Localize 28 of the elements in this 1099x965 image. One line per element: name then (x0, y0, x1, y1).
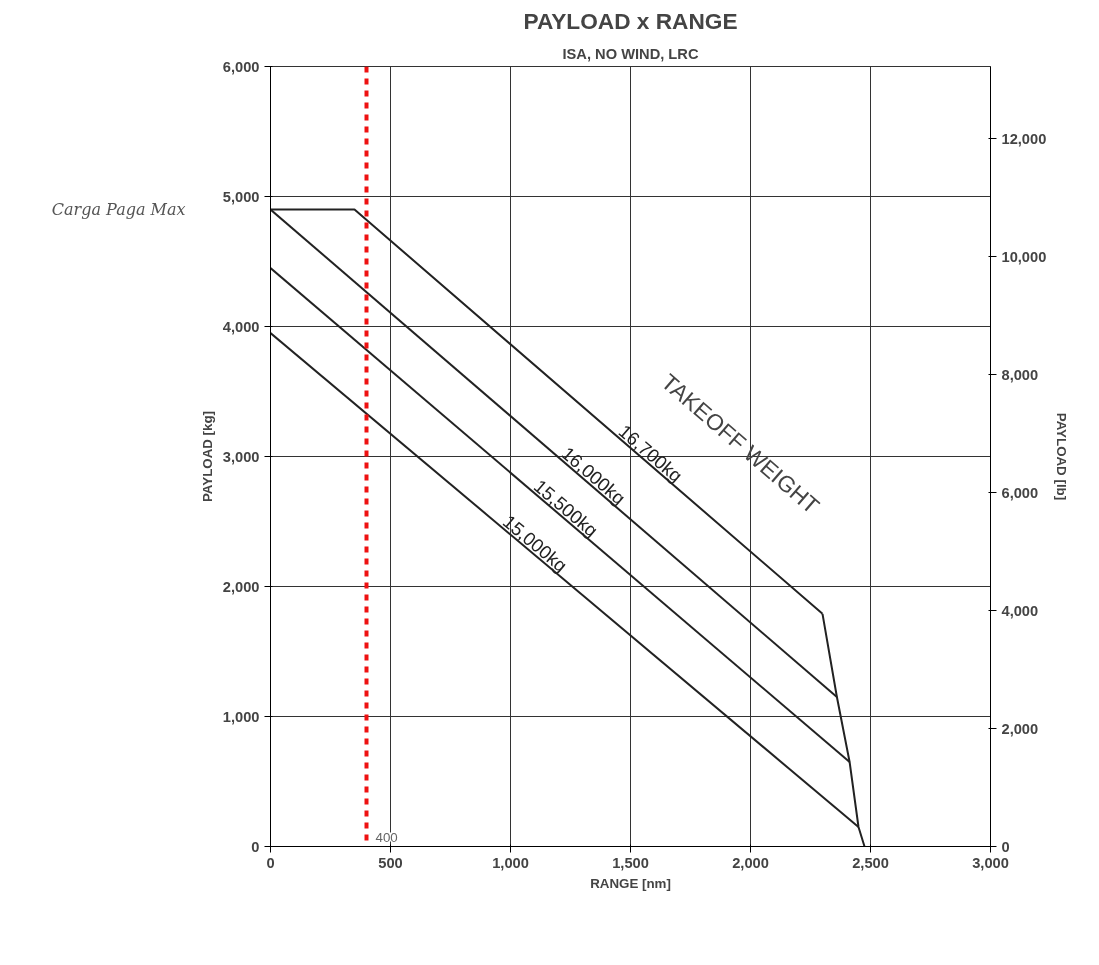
y-tick-label: 2,000 (222, 578, 260, 595)
ref-line-label: 400 (375, 829, 398, 845)
y2-tick-label: 10,000 (1001, 248, 1047, 265)
y-tick-label: 4,000 (222, 318, 260, 335)
x-tick-label: 1,500 (612, 854, 649, 871)
chart-subtitle: ISA, NO WIND, LRC (562, 45, 699, 62)
text: Carga Paga Max (51, 200, 186, 219)
x-tick-label: 2,000 (732, 854, 769, 871)
x-tick-label: 2,500 (852, 854, 889, 871)
x-tick-label: 3,000 (972, 854, 1009, 871)
chart-title: PAYLOAD x RANGE (523, 7, 738, 34)
x-tick-label: 0 (266, 854, 275, 871)
y2-tick-label: 6,000 (1001, 484, 1039, 501)
y2-tick-label: 2,000 (1001, 720, 1039, 737)
y2-tick-label: 12,000 (1001, 130, 1047, 147)
y-tick-label: 0 (251, 838, 260, 855)
y2-tick-label: 8,000 (1001, 366, 1039, 383)
y2-tick-label: 4,000 (1001, 602, 1039, 619)
y-axis-title: PAYLOAD [kg] (199, 410, 215, 503)
y-tick-label: 3,000 (222, 448, 260, 465)
y-tick-label: 1,000 (222, 708, 260, 725)
y-tick-label: 5,000 (222, 188, 260, 205)
x-tick-label: 500 (378, 854, 403, 871)
x-axis-title: RANGE [nm] (590, 875, 671, 891)
y2-axis-title: PAYLOAD [lb] (1054, 412, 1070, 501)
x-tick-label: 1,000 (492, 854, 529, 871)
y2-tick-label: 0 (1001, 838, 1010, 855)
y-tick-label: 6,000 (222, 58, 260, 75)
